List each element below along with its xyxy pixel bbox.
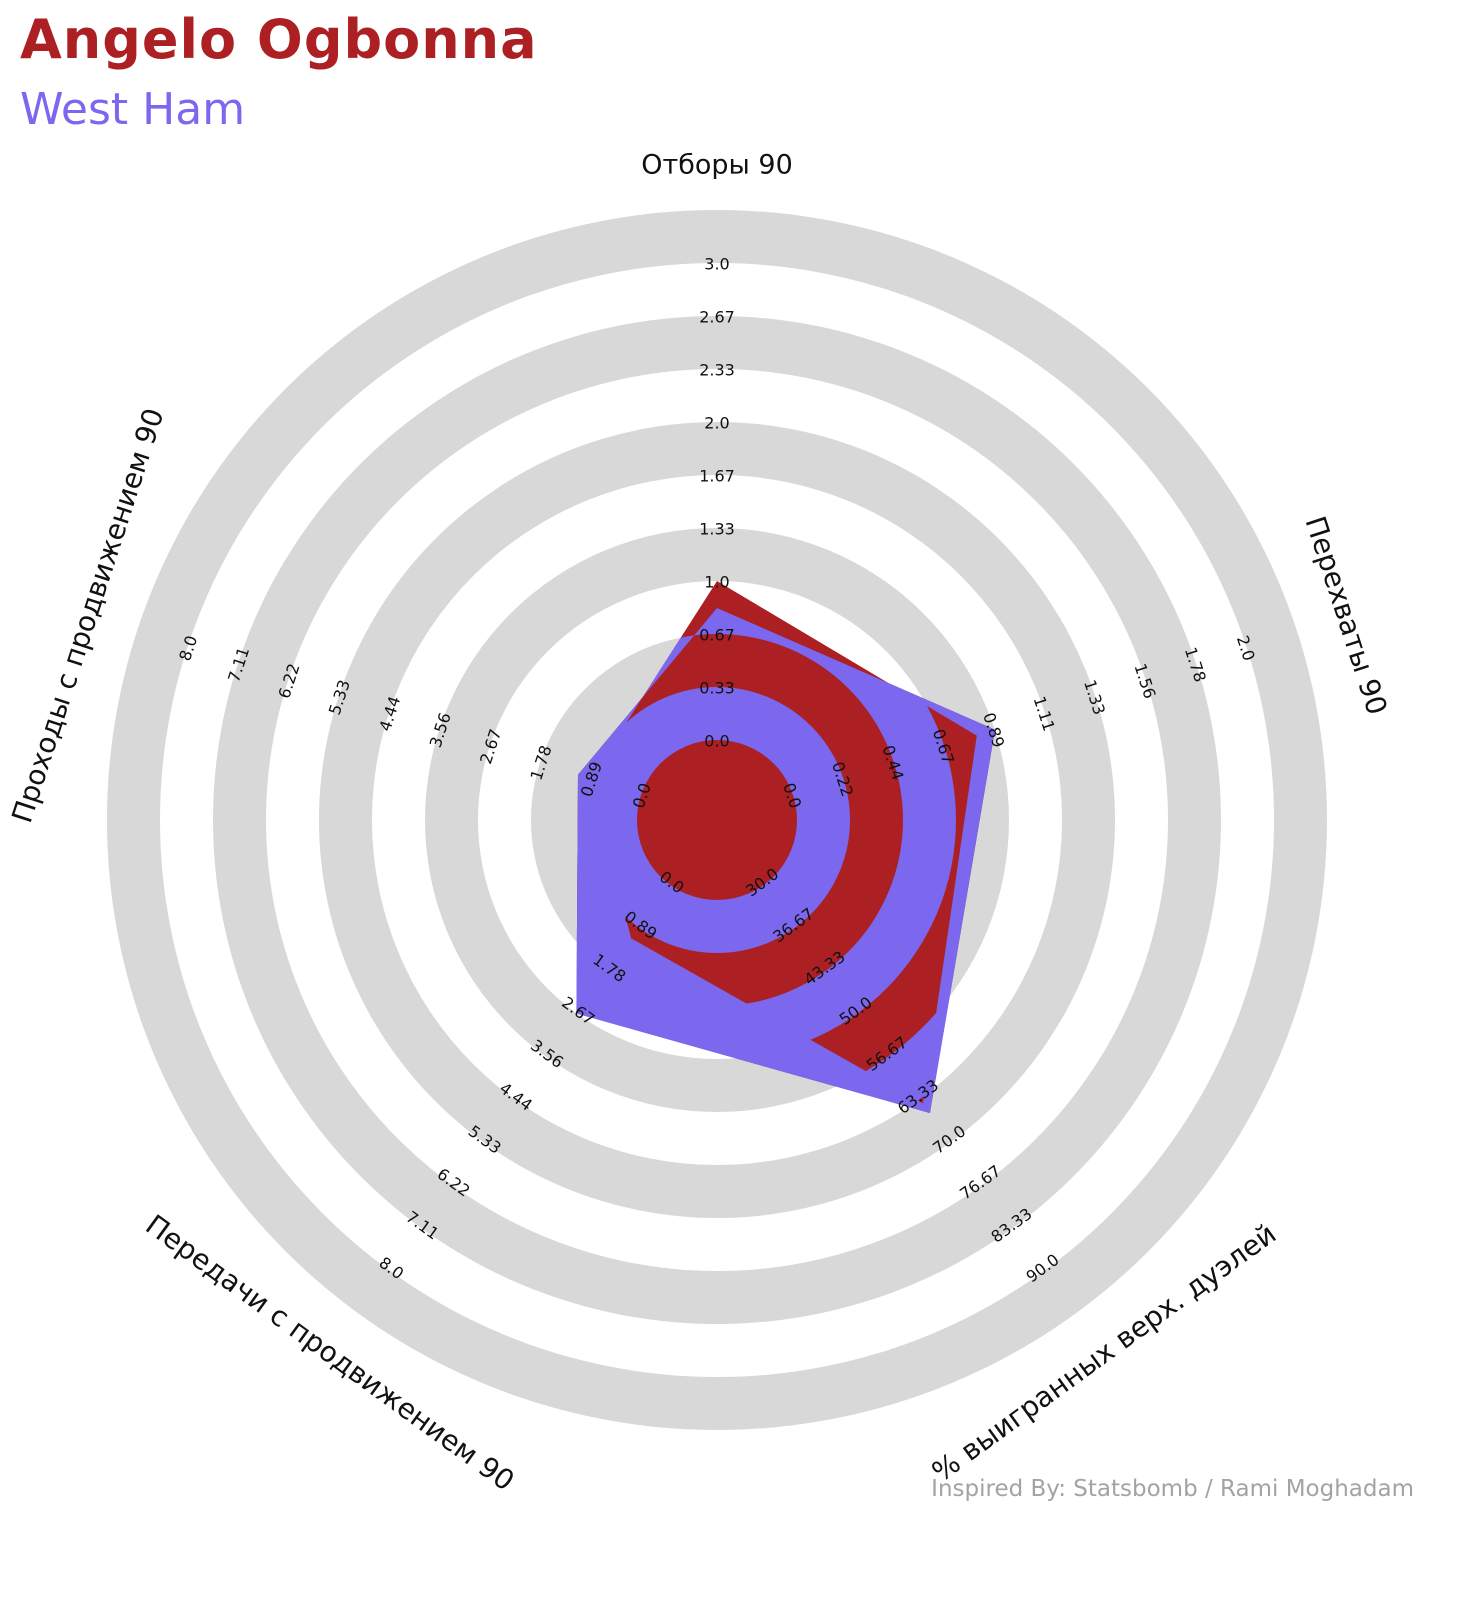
axis-label: Отборы 90 <box>641 150 793 181</box>
tick-label: 0.67 <box>699 626 735 645</box>
credit-text: Inspired By: Statsbomb / Rami Moghadam <box>931 1476 1414 1502</box>
tick-label: 3.0 <box>704 255 729 274</box>
player-name: Angelo Ogbonna <box>20 8 538 71</box>
tick-label: 1.67 <box>699 467 735 486</box>
axis-label: Перехваты 90 <box>1299 512 1394 719</box>
tick-label: 1.0 <box>704 573 729 592</box>
team-polygon <box>576 608 995 1113</box>
tick-label: 2.33 <box>699 361 735 380</box>
tick-label: 2.67 <box>699 308 735 327</box>
tick-label: 2.0 <box>704 414 729 433</box>
tick-label: 1.33 <box>699 520 735 539</box>
team-only-area <box>576 608 995 1113</box>
tick-label: 0.0 <box>704 732 729 751</box>
tick-label: 0.33 <box>699 679 735 698</box>
team-name: West Ham <box>20 84 246 135</box>
